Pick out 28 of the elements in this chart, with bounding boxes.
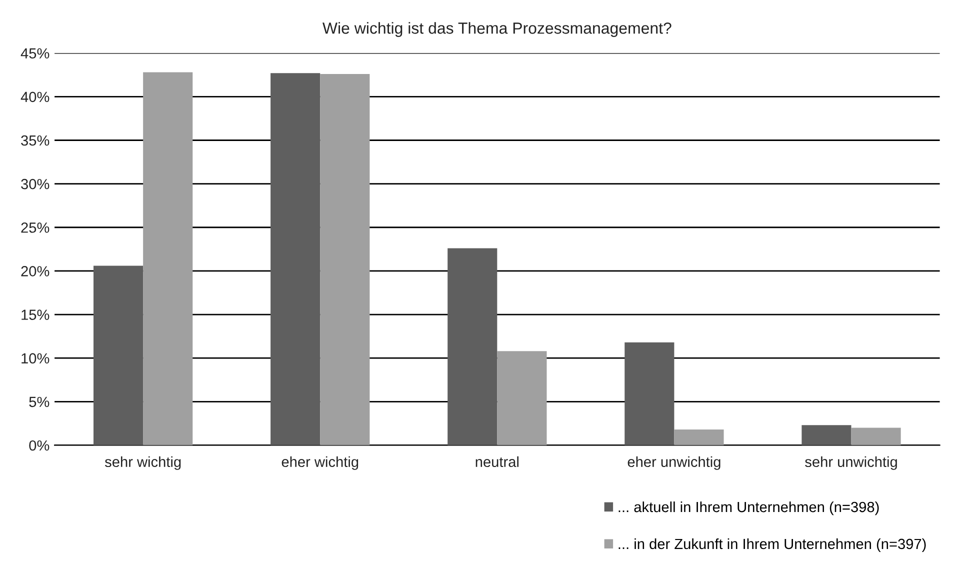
x-tick-label: sehr wichtig [104,456,181,470]
x-tick-label: neutral [476,456,518,468]
y-tick-label: 45% [20,48,50,59]
y-tick-label: 20% [21,266,50,276]
y-tick-label: 25% [21,222,50,233]
y-tick-label: 15% [22,310,50,320]
legend-label: ... in der Zukunft in Ihrem Unternehmen (n=397) [618,538,926,552]
x-tick-label: eher unwichtig [628,456,720,470]
bar [448,248,498,446]
bar [270,73,320,446]
legend-label: ... aktuell in Ihrem Unternehmen (n=398) [618,501,879,516]
bar [497,351,547,446]
y-tick-label: 5% [29,396,50,408]
bar [320,74,370,446]
x-tick-label: eher wichtig [282,456,358,470]
y-tick-label: 0% [29,440,50,451]
bar [674,430,724,446]
bar [143,72,193,446]
y-tick-label: 10% [22,353,50,364]
y-tick-label: 40% [20,92,50,102]
bar [94,266,144,446]
bar [851,428,901,446]
y-tick-label: 35% [21,135,50,146]
bar [802,425,852,446]
chart-title: Wie wichtig ist das Thema Prozessmanagement? [322,22,672,37]
x-tick-label: sehr unwichtig [805,456,897,470]
bar [624,342,674,446]
y-tick-label: 30% [21,178,50,190]
